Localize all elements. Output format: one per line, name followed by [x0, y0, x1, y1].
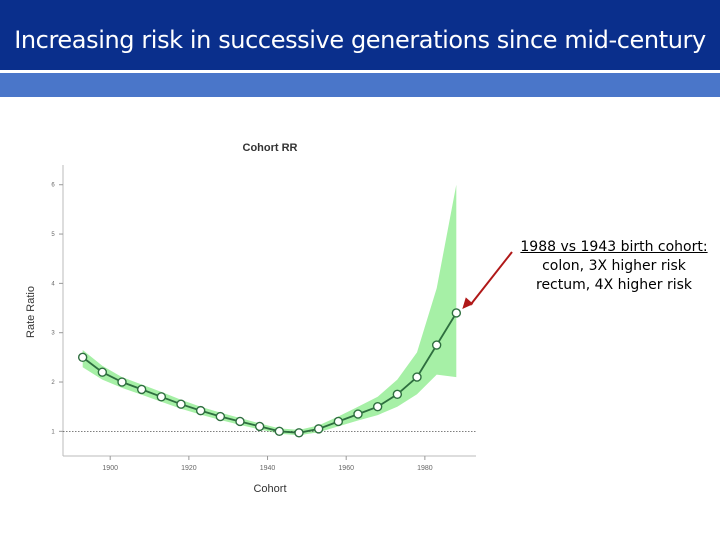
y-tick-label: 1	[51, 429, 55, 435]
y-axis-label: Rate Ratio	[25, 286, 37, 338]
title-bar	[0, 0, 720, 70]
data-point	[294, 428, 304, 438]
y-tick-label: 6	[51, 183, 55, 189]
series-line	[82, 312, 458, 434]
callout-line-rectum: rectum, 4X higher risk	[536, 277, 692, 293]
data-point	[431, 340, 442, 350]
x-tick-label: 1920	[181, 465, 197, 472]
callout-text: 1988 vs 1943 birth cohort: colon, 3X hig…	[512, 238, 716, 295]
y-tick-label: 3	[51, 331, 55, 337]
data-point	[412, 372, 422, 382]
data-point	[451, 308, 462, 318]
data-point	[156, 392, 167, 402]
data-point	[117, 377, 127, 387]
chart-title: Cohort RR	[243, 142, 298, 154]
x-tick-label: 1960	[338, 465, 354, 472]
y-tick-label: 4	[51, 281, 55, 287]
y-tick-label: 5	[51, 232, 55, 238]
data-point	[215, 411, 226, 422]
data-point	[97, 367, 108, 377]
data-point	[274, 426, 285, 437]
data-point	[372, 401, 383, 412]
data-point	[392, 389, 403, 400]
accent-bar	[0, 73, 720, 97]
data-point	[333, 416, 344, 427]
data-point	[176, 399, 186, 409]
title-divider	[0, 70, 720, 73]
x-tick-label: 1980	[417, 465, 433, 472]
data-point	[195, 405, 206, 416]
callout-arrow-line	[469, 251, 513, 306]
data-point	[254, 421, 265, 432]
data-point	[235, 416, 245, 427]
x-axis-label: Cohort	[253, 483, 286, 495]
x-tick-label: 1900	[102, 465, 118, 472]
data-point	[313, 424, 324, 434]
callout-arrow-head	[462, 297, 474, 309]
y-tick-label: 2	[51, 380, 55, 386]
data-point	[77, 352, 88, 363]
data-point	[136, 384, 147, 395]
x-tick-label: 1940	[260, 465, 276, 472]
slide-title: Increasing risk in successive generation…	[14, 26, 706, 54]
callout-line-colon: colon, 3X higher risk	[542, 258, 686, 274]
callout-line-cohort: 1988 vs 1943 birth cohort:	[520, 239, 708, 255]
data-point	[353, 409, 363, 419]
